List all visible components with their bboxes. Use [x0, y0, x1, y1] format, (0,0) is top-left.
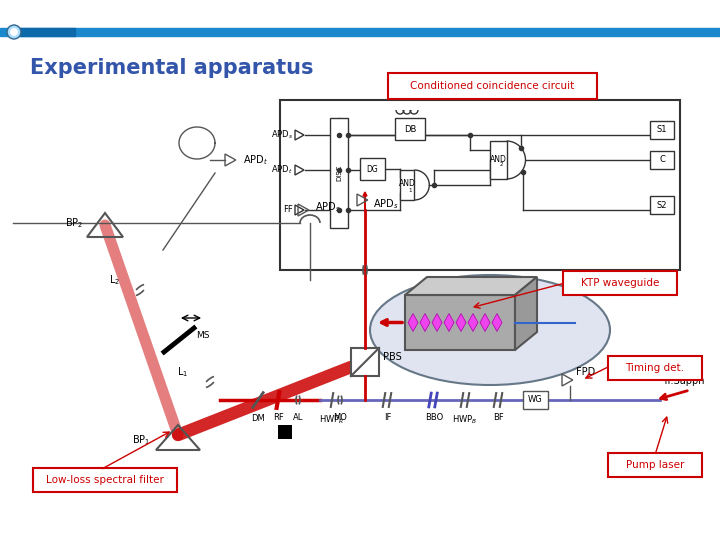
Bar [405, 295, 515, 350]
Bar [360, 158, 385, 180]
Text: L$_2$: L$_2$ [109, 273, 120, 287]
Text: Pump laser: Pump laser [626, 460, 684, 470]
Polygon shape [468, 314, 478, 332]
Text: APD$_s$: APD$_s$ [373, 197, 399, 211]
Polygon shape [405, 277, 537, 295]
Text: DM: DM [251, 414, 265, 423]
Bar [650, 151, 674, 169]
Text: DISC: DISC [336, 165, 342, 181]
Polygon shape [480, 314, 490, 332]
Polygon shape [444, 314, 454, 332]
Bar [280, 100, 680, 270]
Text: Ti:Sapph: Ti:Sapph [662, 376, 704, 386]
Text: HWP$_R$: HWP$_R$ [320, 413, 345, 426]
Bar [20, 28, 75, 36]
Text: Conditioned coincidence circuit: Conditioned coincidence circuit [410, 81, 574, 91]
Text: APD$_t$: APD$_t$ [271, 164, 293, 176]
FancyBboxPatch shape [563, 271, 677, 295]
Circle shape [7, 25, 21, 39]
Text: APD$_s$: APD$_s$ [271, 129, 293, 141]
Text: Timing det.: Timing det. [626, 363, 685, 373]
Text: AL: AL [293, 413, 303, 422]
Text: Experimental apparatus: Experimental apparatus [30, 58, 313, 78]
Polygon shape [456, 314, 466, 332]
Polygon shape [492, 314, 502, 332]
Bar [330, 118, 348, 228]
Text: 2: 2 [500, 163, 503, 167]
Bar [650, 196, 674, 214]
Text: WG: WG [528, 395, 542, 404]
Text: HWP$_B$: HWP$_B$ [452, 413, 477, 426]
FancyBboxPatch shape [388, 73, 597, 99]
Bar [300, 213, 320, 223]
Ellipse shape [370, 275, 610, 385]
Text: 1: 1 [408, 187, 412, 192]
Bar [400, 170, 414, 200]
Text: L$_1$: L$_1$ [177, 365, 188, 379]
Text: FPD: FPD [576, 367, 595, 377]
Text: C: C [659, 156, 665, 165]
Bar [278, 425, 292, 439]
Text: IF: IF [384, 413, 392, 422]
Bar [523, 391, 548, 409]
Text: FF: FF [283, 206, 293, 214]
Bar [351, 348, 379, 376]
Text: DG: DG [366, 165, 379, 173]
Text: KTP waveguide: KTP waveguide [581, 278, 660, 288]
Text: BP$_1$: BP$_1$ [132, 433, 150, 447]
Polygon shape [408, 314, 418, 332]
FancyBboxPatch shape [608, 453, 702, 477]
Text: MS: MS [196, 332, 210, 341]
Text: PBS: PBS [383, 352, 402, 362]
Text: APD$_t$: APD$_t$ [243, 153, 268, 167]
Circle shape [10, 28, 18, 36]
Text: Low-loss spectral filter: Low-loss spectral filter [46, 475, 164, 485]
Bar [490, 141, 506, 179]
FancyBboxPatch shape [608, 356, 702, 380]
Text: S1: S1 [657, 125, 667, 134]
Text: MO: MO [333, 413, 347, 422]
Text: RF: RF [273, 413, 284, 422]
Text: APD$_s$: APD$_s$ [315, 200, 341, 214]
Text: BP$_2$: BP$_2$ [65, 216, 83, 230]
FancyArrow shape [363, 192, 367, 210]
Text: BF: BF [494, 413, 505, 422]
Text: DB: DB [404, 125, 416, 133]
Polygon shape [420, 314, 430, 332]
Bar [0, 28, 720, 36]
Text: S2: S2 [657, 200, 667, 210]
Text: AND: AND [490, 154, 507, 164]
Bar [395, 118, 425, 140]
Polygon shape [515, 277, 537, 350]
Text: BBO: BBO [425, 413, 443, 422]
Text: AND: AND [399, 179, 415, 188]
FancyBboxPatch shape [33, 468, 177, 492]
Polygon shape [432, 314, 442, 332]
Bar [650, 121, 674, 139]
